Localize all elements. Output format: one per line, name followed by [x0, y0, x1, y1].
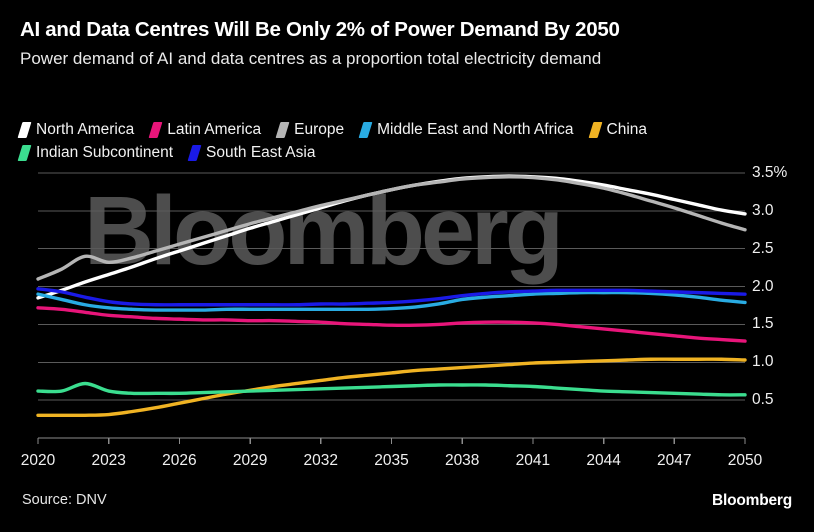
line-chart-svg	[36, 172, 747, 444]
y-axis-tick-label: 3.0	[752, 201, 774, 219]
gridlines	[38, 172, 745, 401]
legend-item-south-east-asia[interactable]: South East Asia	[187, 143, 316, 161]
page-subtitle: Power demand of AI and data centres as a…	[20, 48, 602, 68]
legend-label: Middle East and North Africa	[377, 120, 574, 138]
y-axis-tick-label: 0.5	[752, 391, 774, 409]
source-note: Source: DNV	[22, 492, 107, 508]
y-axis-tick-label: 3.5%	[752, 164, 788, 181]
x-axis-tick-label: 2020	[20, 452, 56, 469]
legend-swatch-icon	[588, 121, 602, 138]
legend-item-indian-subcontinent[interactable]: Indian Subcontinent	[17, 143, 174, 161]
x-axis-tick-label: 2050	[727, 452, 763, 469]
legend-swatch-icon	[17, 121, 32, 138]
legend-label: China	[606, 120, 648, 138]
series-lines	[36, 174, 747, 418]
legend-label: South East Asia	[206, 143, 316, 161]
series-line-europe	[36, 175, 747, 281]
legend-label: North America	[36, 120, 135, 138]
chart-header: AI and Data Centres Will Be Only 2% of P…	[20, 18, 796, 69]
legend-item-latin-america[interactable]: Latin America	[148, 120, 262, 138]
y-axis-labels: 3.5% 3.0 2.5 2.0 1.5 1.0 0.5	[752, 160, 814, 445]
series-line-china	[36, 357, 747, 418]
series-line-south-east-asia	[36, 287, 747, 307]
legend-item-europe[interactable]: Europe	[275, 120, 345, 138]
x-axis-tick-label: 2032	[303, 452, 339, 469]
legend-item-north-america[interactable]: North America	[17, 120, 135, 138]
legend-swatch-icon	[358, 121, 373, 138]
y-axis-tick-label: 2.5	[752, 239, 774, 257]
y-axis-tick-label: 1.5	[752, 315, 774, 333]
x-axis-labels: 2020 2023 2026 2029 2032 2035 2038 2041 2044 2047…	[0, 452, 814, 474]
x-axis-tick-label: 2047	[657, 452, 692, 469]
legend-item-middle-east-and-north-africa[interactable]: Middle East and North Africa	[358, 120, 574, 138]
x-axis-tick-label: 2035	[374, 452, 409, 469]
x-axis-tick-label: 2041	[515, 452, 551, 469]
y-axis-tick-label: 2.0	[752, 277, 774, 295]
y-axis-tick-label: 1.0	[752, 353, 774, 371]
x-axis-tick-label: 2023	[91, 452, 126, 469]
x-axis-tick-label: 2026	[162, 452, 197, 469]
legend-label: Indian Subcontinent	[36, 143, 174, 161]
chart-footer: Source: DNV Bloomberg	[0, 492, 814, 522]
x-axis-tick-label: 2038	[444, 452, 480, 469]
chart-legend: North America Latin America Europe Middle E…	[17, 118, 804, 164]
legend-swatch-icon	[148, 121, 163, 138]
legend-swatch-icon	[17, 144, 32, 161]
series-line-middle-east-and-north-africa	[36, 290, 747, 312]
legend-label: Latin America	[167, 120, 262, 138]
legend-row: Indian Subcontinent South East Asia	[17, 141, 804, 164]
legend-label: Europe	[294, 120, 345, 138]
page-title: AI and Data Centres Will Be Only 2% of P…	[20, 18, 620, 41]
legend-item-china[interactable]: China	[588, 120, 648, 138]
x-axis	[37, 437, 746, 444]
bloomberg-brand: Bloomberg	[711, 492, 792, 509]
legend-row: North America Latin America Europe Middle E…	[17, 118, 804, 141]
x-axis-tick-label: 2029	[232, 452, 268, 469]
series-line-indian-subcontinent	[36, 381, 747, 397]
legend-swatch-icon	[187, 144, 202, 161]
series-line-latin-america	[36, 306, 747, 343]
plot-area: Bloomberg	[0, 160, 814, 445]
x-axis-tick-label: 2044	[586, 452, 621, 469]
bloomberg-watermark: Bloomberg	[84, 176, 564, 285]
series-line-north-america	[36, 174, 747, 300]
legend-swatch-icon	[275, 121, 290, 138]
